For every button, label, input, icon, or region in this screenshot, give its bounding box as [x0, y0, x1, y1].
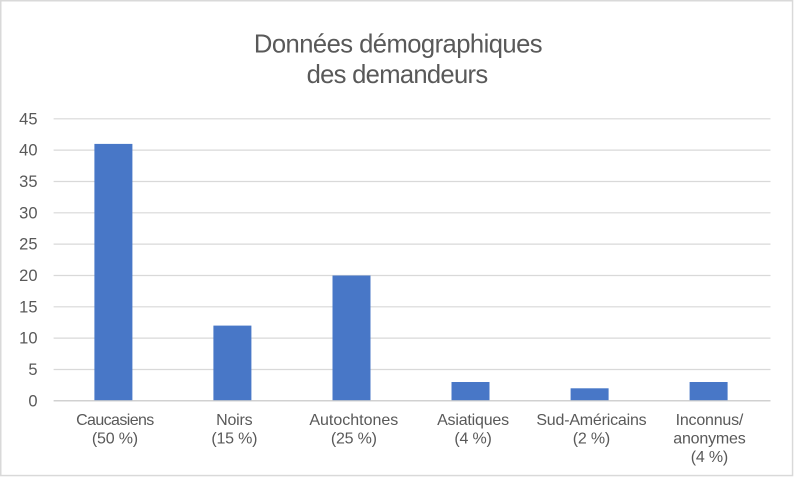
- svg-text:(4 %): (4 %): [454, 431, 491, 448]
- svg-text:Autochtones: Autochtones: [309, 412, 398, 429]
- svg-text:Données démographiques: Données démographiques: [254, 30, 542, 58]
- svg-text:Sud-Américains: Sud-Américains: [536, 412, 646, 429]
- svg-text:Inconnus/: Inconnus/: [676, 412, 744, 429]
- svg-text:Noirs: Noirs: [216, 412, 253, 429]
- svg-text:0: 0: [28, 392, 37, 410]
- svg-text:(25 %): (25 %): [331, 431, 377, 448]
- svg-text:Caucasiens: Caucasiens: [76, 412, 154, 429]
- svg-text:anonymes: anonymes: [673, 431, 745, 448]
- svg-text:(15 %): (15 %): [211, 431, 257, 448]
- svg-text:45: 45: [19, 110, 37, 128]
- svg-text:(2 %): (2 %): [573, 431, 610, 448]
- svg-text:5: 5: [28, 361, 37, 379]
- svg-text:25: 25: [19, 236, 37, 254]
- svg-text:40: 40: [19, 142, 37, 160]
- svg-text:Asiatiques: Asiatiques: [437, 412, 509, 429]
- svg-text:des demandeurs: des demandeurs: [307, 61, 488, 89]
- svg-text:30: 30: [19, 204, 37, 222]
- svg-text:(4 %): (4 %): [691, 449, 728, 466]
- svg-text:10: 10: [19, 330, 37, 348]
- svg-text:35: 35: [19, 173, 37, 191]
- svg-text:(50 %): (50 %): [92, 431, 138, 448]
- svg-text:20: 20: [19, 267, 37, 285]
- svg-text:15: 15: [19, 298, 37, 316]
